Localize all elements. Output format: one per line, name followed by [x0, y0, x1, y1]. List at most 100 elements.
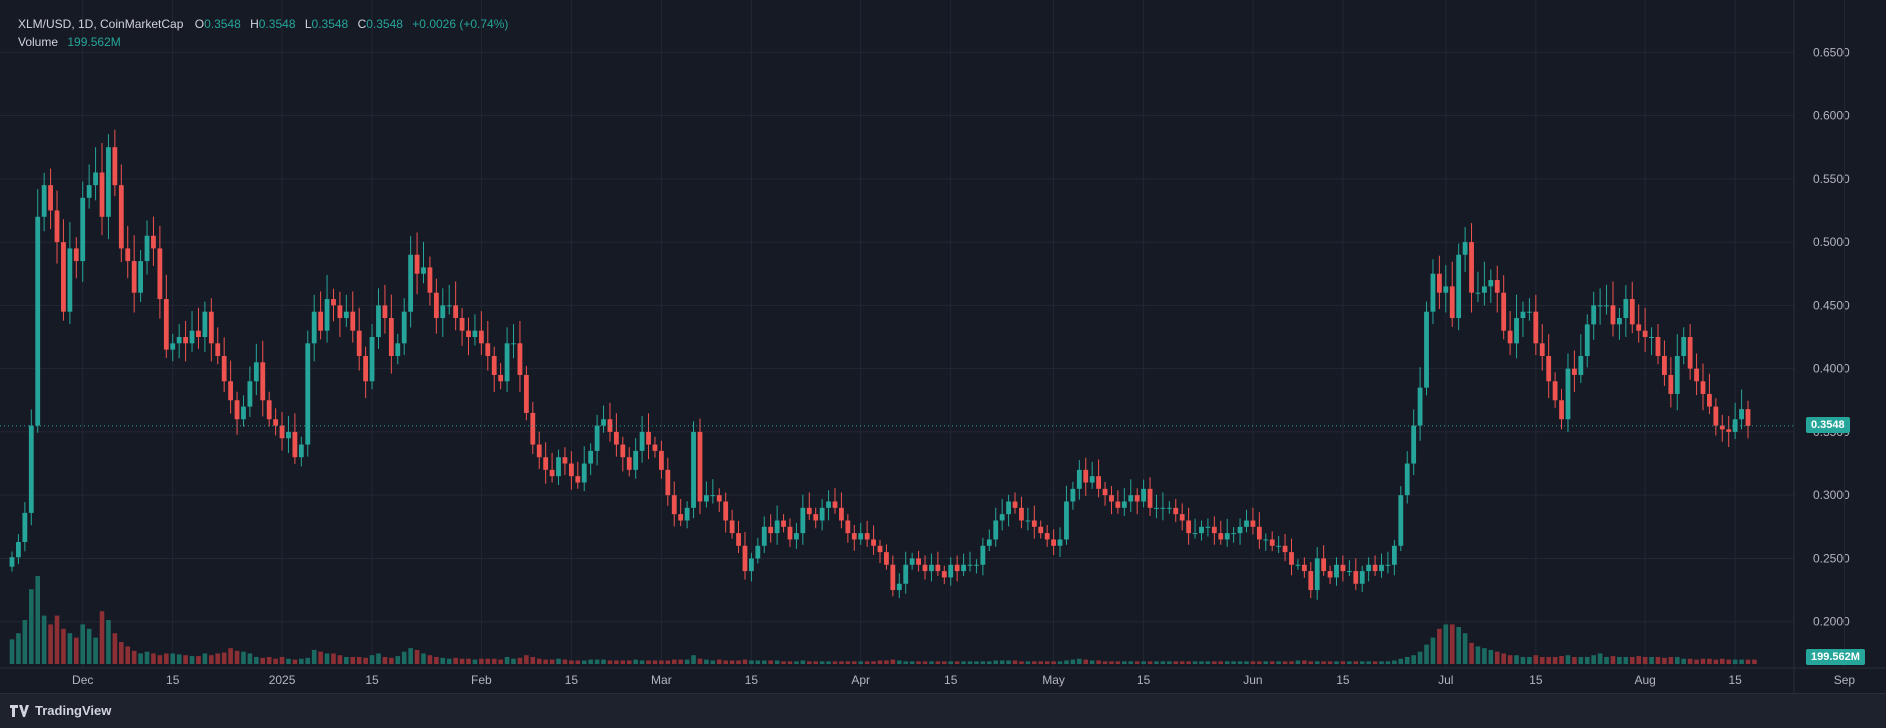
y-tick-label: 0.2000 — [1813, 615, 1850, 629]
candle-body — [408, 254, 414, 312]
candle-body — [1681, 337, 1687, 356]
volume-bar — [774, 660, 780, 664]
candle-body — [1224, 533, 1230, 540]
volume-bar — [1115, 661, 1121, 664]
volume-bar — [1488, 649, 1494, 664]
volume-label[interactable]: Volume — [18, 35, 59, 49]
candle-body — [1404, 463, 1410, 496]
candlestick-chart[interactable]: 0.6500 0.6000 0.5500 0.5000 0.4500 0.4000 0.35… — [0, 0, 1886, 694]
candle-body — [376, 305, 381, 337]
candle-body — [73, 248, 79, 262]
candle-body — [112, 147, 118, 186]
candle-body — [1726, 429, 1732, 432]
candle-body — [884, 552, 889, 565]
candle-body — [151, 235, 156, 249]
volume-bar — [1456, 627, 1461, 664]
candle-body — [511, 343, 516, 345]
x-tick-label: Jun — [1243, 673, 1262, 687]
candle-body — [639, 431, 645, 451]
volume-bar — [440, 657, 446, 664]
volume-bar — [86, 628, 92, 664]
volume-bar — [22, 620, 28, 664]
volume-bar — [466, 658, 471, 664]
candle-body — [1732, 419, 1738, 432]
volume-bar — [562, 659, 568, 664]
volume-bar — [781, 661, 786, 664]
candle-body — [1642, 330, 1648, 337]
volume-bar — [845, 661, 851, 664]
candle-body — [794, 533, 799, 540]
candle-body — [903, 564, 909, 584]
volume-bar — [1179, 661, 1185, 664]
candle-body — [1411, 425, 1417, 464]
candle-body — [504, 343, 510, 382]
volume-bar — [987, 661, 992, 664]
volume-bar — [1745, 659, 1751, 664]
volume-bar — [479, 658, 484, 664]
volume-bar — [954, 661, 960, 664]
candle-body — [1031, 520, 1037, 527]
candle-body — [343, 311, 349, 319]
volume-bar — [73, 637, 79, 664]
volume-bar — [729, 660, 735, 664]
candle-body — [1244, 520, 1249, 527]
candle-body — [279, 425, 285, 439]
volume-bar — [1237, 661, 1243, 664]
volume-bar — [1353, 661, 1359, 664]
volume-bar — [131, 650, 137, 664]
volume-bar — [176, 654, 182, 664]
volume-bar — [697, 658, 703, 664]
candle-body — [980, 545, 986, 565]
candle-body — [1179, 514, 1185, 521]
volume-bar — [620, 660, 626, 664]
candle-body — [1469, 242, 1474, 293]
candle-body — [1398, 495, 1404, 546]
volume-bar — [671, 659, 677, 664]
candle-body — [658, 450, 664, 470]
candle-body — [948, 564, 954, 578]
candle-body — [896, 583, 902, 591]
volume-bar — [1012, 660, 1018, 664]
volume-bar — [1610, 656, 1616, 664]
candle-body — [54, 210, 60, 243]
candle-body — [1166, 507, 1172, 509]
open-value: 0.3548 — [204, 17, 241, 31]
candle-body — [22, 512, 28, 542]
candle-body — [1700, 381, 1706, 394]
volume-bar — [389, 657, 394, 664]
candle-body — [704, 495, 709, 502]
chart-panel[interactable]: 0.6500 0.6000 0.5500 0.5000 0.4500 0.4000 0.35… — [0, 0, 1886, 694]
volume-bar — [1340, 661, 1346, 664]
volume-bar — [1424, 644, 1429, 664]
volume-bar — [28, 589, 34, 664]
low-label: L — [304, 17, 312, 31]
candle-body — [1629, 299, 1635, 325]
candle-body — [1552, 381, 1558, 401]
volume-bar — [1649, 656, 1654, 664]
candle-body — [208, 311, 214, 344]
tradingview-logo[interactable]: TradingView — [10, 703, 111, 718]
candle-body — [286, 431, 291, 439]
candle-body — [1205, 526, 1211, 528]
y-tick-label: 0.5000 — [1813, 235, 1850, 249]
y-tick-label: 0.6500 — [1813, 45, 1850, 59]
candle-body — [761, 526, 767, 546]
y-tick-label: 0.6000 — [1813, 109, 1850, 123]
volume-bar — [1057, 661, 1063, 664]
candle-body — [395, 343, 401, 356]
volume-bar — [350, 656, 356, 664]
symbol-label[interactable]: XLM/USD, 1D, CoinMarketCap — [18, 17, 184, 31]
volume-bar — [1475, 646, 1481, 664]
candle-body — [305, 343, 311, 445]
volume-bar — [999, 660, 1005, 664]
candle-body — [61, 242, 66, 312]
candle-body — [1366, 564, 1372, 572]
volume-bar — [749, 660, 754, 664]
volume-bar — [1662, 657, 1667, 664]
volume-bar — [344, 656, 349, 664]
volume-bar — [1025, 661, 1031, 664]
volume-bar — [1089, 660, 1095, 664]
volume-bar — [761, 660, 767, 664]
x-tick-label: 15 — [1336, 673, 1350, 687]
candle-body — [1218, 533, 1224, 540]
